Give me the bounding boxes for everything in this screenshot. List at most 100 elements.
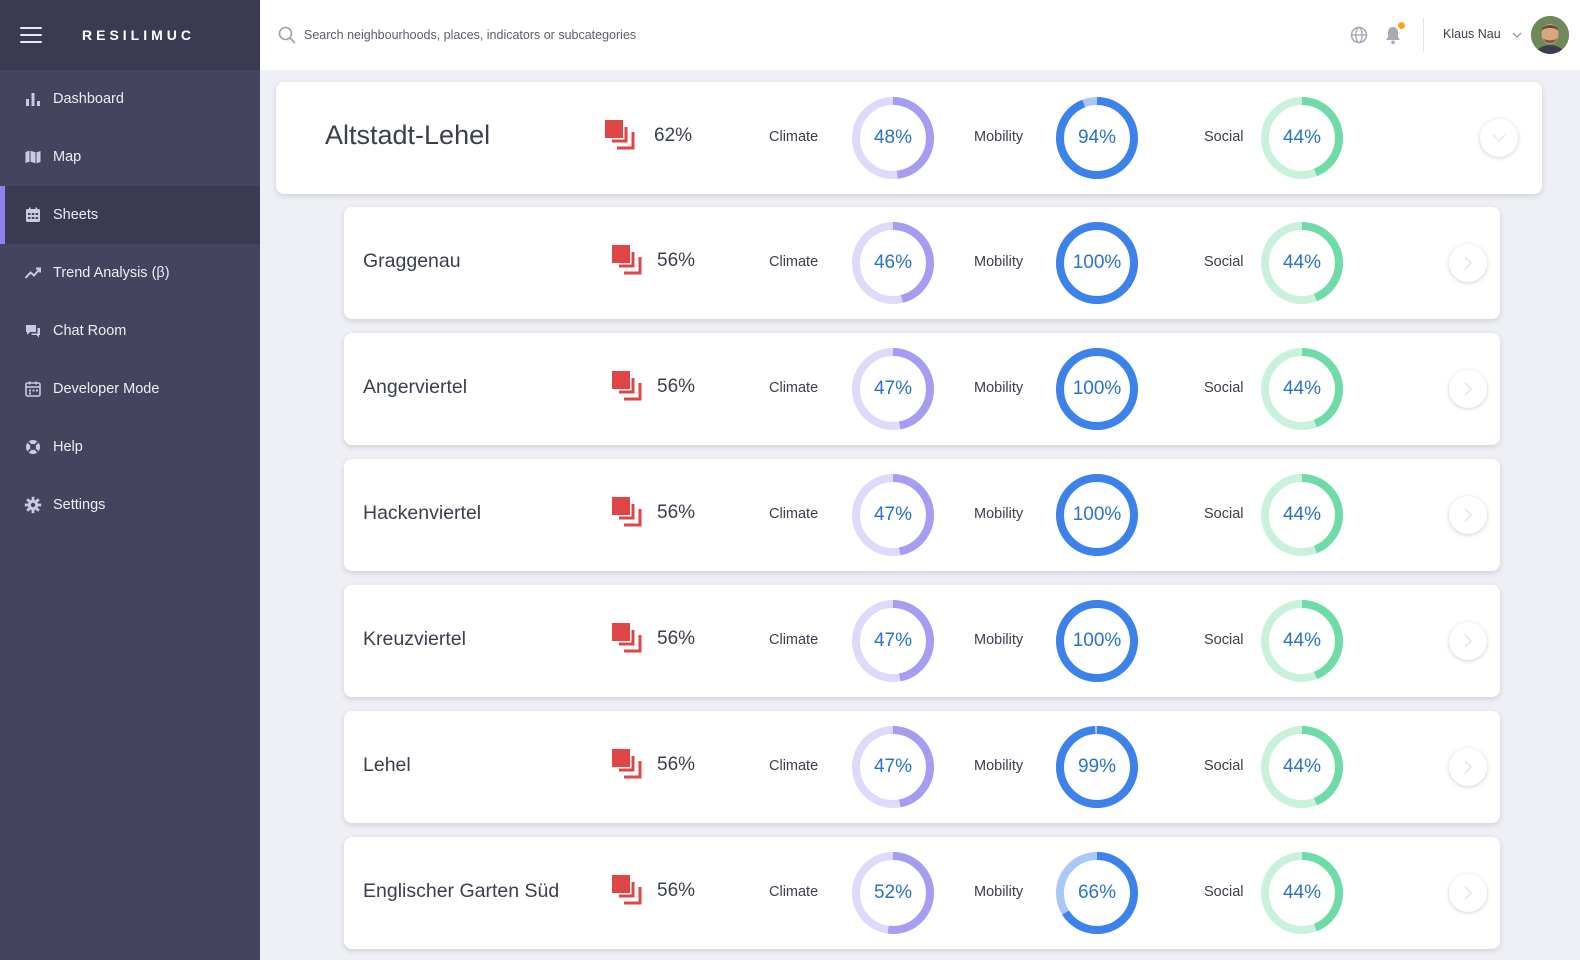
climate-label: Climate <box>769 380 819 396</box>
bell-icon[interactable] <box>1384 25 1402 45</box>
gauge: 44% <box>1259 220 1345 306</box>
gauge: 100% <box>1054 472 1140 558</box>
chevron-right-icon <box>1464 634 1473 648</box>
climate-label: Climate <box>769 506 819 522</box>
sidebar-item-developer-mode[interactable]: Developer Mode <box>0 360 260 418</box>
trend-icon <box>24 264 42 282</box>
gauge-value: 44% <box>1282 504 1322 525</box>
gauge: 44% <box>1259 850 1345 936</box>
sidebar-item-label: Sheets <box>53 207 99 223</box>
sidebar-item-trend-analysis[interactable]: Trend Analysis (β) <box>0 244 260 302</box>
neighbourhood-name: Kreuzviertel <box>363 628 466 650</box>
open-detail-button[interactable] <box>1449 496 1487 534</box>
neighbourhood-card[interactable]: Lehel 56% Climate 47% Mobility 99% Social 44% <box>344 711 1500 823</box>
gear-icon <box>24 496 42 514</box>
chevron-right-icon <box>1464 508 1473 522</box>
open-detail-button[interactable] <box>1449 622 1487 660</box>
open-detail-button[interactable] <box>1449 244 1487 282</box>
sidebar-nav: Dashboard Map Sheets Trend Analysis (β) Chat… <box>0 70 260 534</box>
mobility-label: Mobility <box>974 758 1024 774</box>
neighbourhood-card[interactable]: Angerviertel 56% Climate 47% Mobility 100% Soc… <box>344 333 1500 445</box>
gauge: 44% <box>1259 724 1345 810</box>
social-label: Social <box>1204 254 1244 270</box>
mobility-label: Mobility <box>974 254 1024 270</box>
gauge-value: 100% <box>1072 630 1122 651</box>
gauge: 44% <box>1259 598 1345 684</box>
gauge: 100% <box>1054 220 1140 306</box>
sidebar-item-chat-room[interactable]: Chat Room <box>0 302 260 360</box>
neighbourhood-name: Lehel <box>363 754 411 776</box>
gauge-value: 44% <box>1282 882 1322 903</box>
gauge-value: 44% <box>1282 378 1322 399</box>
score-squares-icon <box>612 497 642 527</box>
district-card[interactable]: Altstadt-Lehel 62% Climate 48% Mobility 94% So… <box>276 82 1542 194</box>
social-label: Social <box>1204 129 1244 145</box>
neighbourhood-name: Hackenviertel <box>363 502 482 524</box>
open-detail-button[interactable] <box>1449 370 1487 408</box>
gauge: 52% <box>850 850 936 936</box>
sidebar-item-label: Chat Room <box>53 323 127 339</box>
neighbourhood-card[interactable]: Hackenviertel 56% Climate 47% Mobility 100% So… <box>344 459 1500 571</box>
resilience-score: 56% <box>657 628 696 649</box>
search-input[interactable] <box>304 24 904 46</box>
resilience-score: 56% <box>657 250 696 271</box>
sidebar-item-map[interactable]: Map <box>0 128 260 186</box>
gauge-value: 66% <box>1077 882 1117 903</box>
gauge: 47% <box>850 472 936 558</box>
resilience-score: 56% <box>657 754 696 775</box>
neighbourhood-card[interactable]: Englischer Garten Süd 56% Climate 52% Mobili… <box>344 837 1500 949</box>
chevron-down-icon[interactable] <box>1511 30 1523 40</box>
gauge-value: 99% <box>1077 756 1117 777</box>
gauge-value: 52% <box>873 882 913 903</box>
sidebar-item-label: Settings <box>53 497 106 513</box>
chevron-down-icon <box>1492 134 1506 143</box>
neighbourhood-name: Angerviertel <box>363 376 468 398</box>
gauge: 44% <box>1259 472 1345 558</box>
mobility-label: Mobility <box>974 129 1024 145</box>
neighbourhood-name: Graggenau <box>363 250 461 272</box>
chevron-right-icon <box>1464 760 1473 774</box>
gauge: 48% <box>850 95 936 181</box>
social-label: Social <box>1204 380 1244 396</box>
neighbourhood-card[interactable]: Graggenau 56% Climate 46% Mobility 100% Social… <box>344 207 1500 319</box>
header-divider <box>1423 18 1424 52</box>
gauge-value: 100% <box>1072 378 1122 399</box>
sidebar: RESILIMUC Dashboard Map Sheets Trend Analys… <box>0 0 260 960</box>
score-squares-icon <box>612 371 642 401</box>
map-icon <box>24 148 42 166</box>
mobility-label: Mobility <box>974 506 1024 522</box>
gauge: 99% <box>1054 724 1140 810</box>
sidebar-item-help[interactable]: Help <box>0 418 260 476</box>
score-squares-icon <box>605 120 635 150</box>
avatar[interactable] <box>1531 16 1569 54</box>
score-squares-icon <box>612 623 642 653</box>
score-squares-icon <box>612 875 642 905</box>
gauge: 46% <box>850 220 936 306</box>
collapse-button[interactable] <box>1480 119 1518 157</box>
climate-label: Climate <box>769 758 819 774</box>
gauge-value: 100% <box>1072 504 1122 525</box>
score-squares-icon <box>612 749 642 779</box>
sidebar-item-label: Map <box>53 149 82 165</box>
open-detail-button[interactable] <box>1449 748 1487 786</box>
resilience-score: 62% <box>654 125 693 146</box>
open-detail-button[interactable] <box>1449 874 1487 912</box>
neighbourhood-name: Englischer Garten Süd <box>363 880 560 902</box>
sidebar-item-sheets[interactable]: Sheets <box>0 186 260 244</box>
sidebar-item-settings[interactable]: Settings <box>0 476 260 534</box>
sidebar-item-label: Developer Mode <box>53 381 160 397</box>
sidebar-item-dashboard[interactable]: Dashboard <box>0 70 260 128</box>
hamburger-menu-icon[interactable] <box>20 26 44 44</box>
search-icon <box>278 26 296 44</box>
mobility-label: Mobility <box>974 884 1024 900</box>
notification-dot <box>1398 22 1405 29</box>
sidebar-item-label: Dashboard <box>53 91 124 107</box>
user-name[interactable]: Klaus Nau <box>1443 27 1501 41</box>
globe-icon[interactable] <box>1350 26 1368 44</box>
chat-icon <box>24 322 42 340</box>
chevron-right-icon <box>1464 382 1473 396</box>
chevron-right-icon <box>1464 886 1473 900</box>
gauge: 94% <box>1054 95 1140 181</box>
lifebuoy-icon <box>24 438 42 456</box>
neighbourhood-card[interactable]: Kreuzviertel 56% Climate 47% Mobility 100% Soc… <box>344 585 1500 697</box>
